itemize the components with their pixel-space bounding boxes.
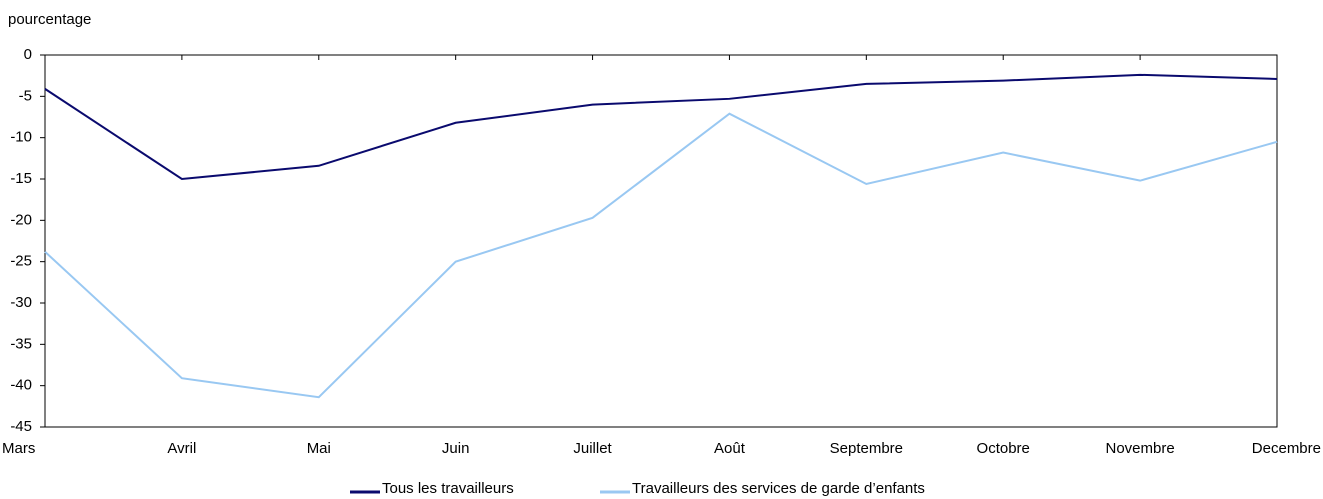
y-tick-label: -25 <box>10 253 32 270</box>
y-tick-label: -10 <box>10 129 32 146</box>
x-tick-label: Mars <box>2 440 35 457</box>
x-tick-label: Mai <box>307 440 331 457</box>
y-tick-label: -5 <box>19 87 32 104</box>
y-tick-label: -35 <box>10 335 32 352</box>
y-tick-label: -45 <box>10 418 32 435</box>
x-tick-label: Novembre <box>1106 440 1175 457</box>
y-tick-label: -15 <box>10 170 32 187</box>
x-tick-label: Avril <box>167 440 196 457</box>
series-line <box>44 112 1278 399</box>
series-line <box>44 73 1278 181</box>
legend-label: Travailleurs des services de garde d’enf… <box>632 480 925 497</box>
x-tick-label: Juillet <box>573 440 612 457</box>
x-tick-label: Octobre <box>977 440 1030 457</box>
x-tick-label: Août <box>714 440 746 457</box>
y-tick-label: 0 <box>24 46 32 63</box>
x-tick-label: Decembre <box>1252 440 1321 457</box>
legend-label: Tous les travailleurs <box>382 480 514 497</box>
y-tick-label: -30 <box>10 294 32 311</box>
x-tick-label: Juin <box>442 440 470 457</box>
y-axis-label: pourcentage <box>8 11 91 28</box>
y-tick-label: -20 <box>10 211 32 228</box>
plot-frame <box>44 54 1278 428</box>
y-tick-label: -40 <box>10 377 32 394</box>
x-tick-label: Septembre <box>830 440 903 457</box>
